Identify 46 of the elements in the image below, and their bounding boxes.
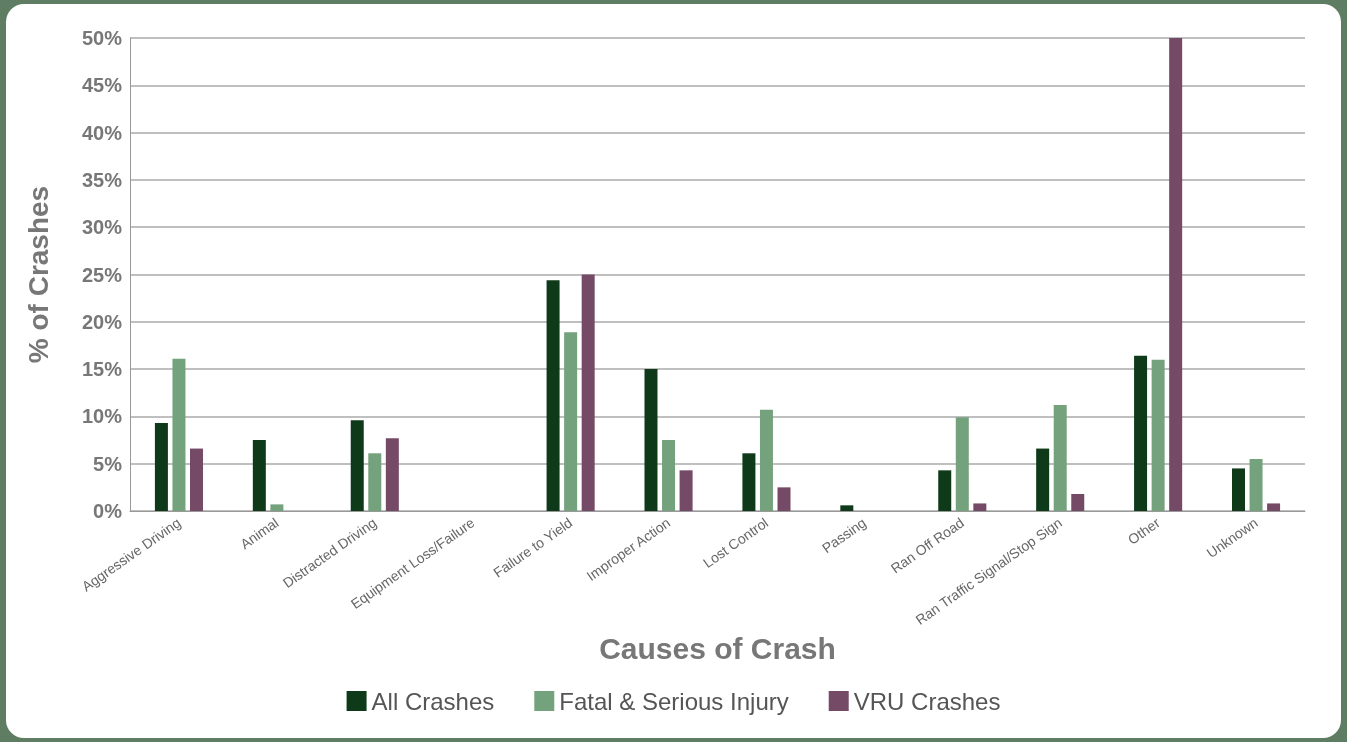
bar (759, 409, 773, 511)
bar (644, 369, 658, 511)
bar (172, 358, 186, 511)
bar (546, 280, 560, 511)
bar (1249, 458, 1263, 511)
y-tick-label: 10% (81, 405, 123, 428)
bar (190, 448, 204, 511)
legend-label: Fatal & Serious Injury (559, 687, 789, 715)
y-tick-label: 35% (81, 168, 123, 191)
bar (1053, 405, 1067, 511)
bar (938, 470, 952, 511)
bar (252, 440, 266, 511)
legend-label: VRU Crashes (853, 687, 1001, 715)
y-tick-label: 40% (81, 121, 123, 144)
legend-label: All Crashes (371, 687, 495, 715)
bar (1151, 359, 1165, 511)
bar (679, 470, 693, 511)
y-tick-label: 45% (81, 74, 123, 97)
bar (1036, 448, 1050, 511)
bar (368, 453, 382, 511)
y-tick-label: 0% (93, 500, 123, 522)
x-axis-title: Causes of Crash (599, 632, 836, 666)
bar (742, 453, 756, 511)
y-tick-label: 5% (93, 452, 123, 475)
bar (1134, 355, 1148, 511)
bar (1071, 493, 1085, 511)
bar (840, 505, 854, 511)
bar (1169, 38, 1183, 511)
bar (955, 417, 969, 511)
y-tick-label: 25% (81, 263, 123, 286)
bar (564, 332, 578, 511)
bar (662, 440, 676, 511)
bar (350, 420, 364, 511)
bar (777, 487, 791, 511)
bar (973, 503, 987, 511)
y-tick-label: 50% (81, 27, 123, 49)
bar (1267, 503, 1281, 511)
y-tick-label: 20% (81, 310, 123, 333)
bar (154, 423, 168, 511)
bar (581, 274, 595, 511)
bar (385, 438, 399, 511)
y-tick-label: 30% (81, 216, 123, 239)
y-axis-title: % of Crashes (22, 185, 54, 364)
bar (270, 504, 284, 511)
y-tick-label: 15% (81, 358, 123, 381)
bar (1231, 468, 1245, 511)
